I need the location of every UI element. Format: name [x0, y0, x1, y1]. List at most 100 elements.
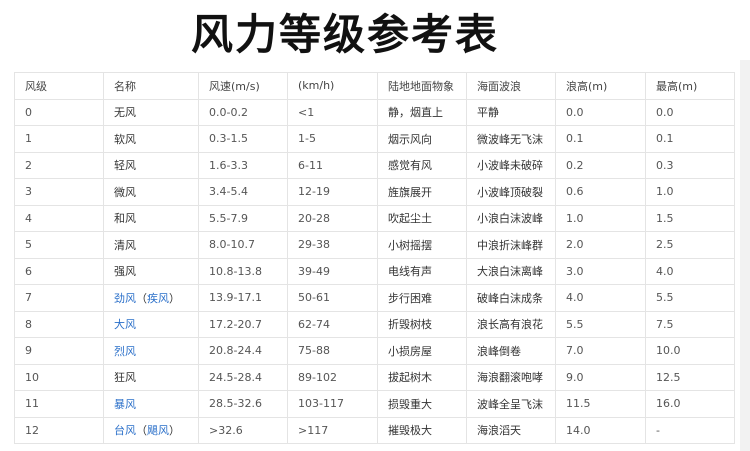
cell-speed-kmh: 103-117: [287, 390, 378, 418]
cell-name: 软风: [103, 125, 199, 153]
cell-level: 3: [14, 178, 104, 206]
cell-level: 0: [14, 98, 104, 126]
cell-speed-kmh: 62-74: [287, 310, 378, 338]
cell-max-height: 16.0: [645, 390, 735, 418]
table-row: 2 轻风 1.6-3.3 6-11 感觉有风 小波峰未破碎 0.2 0.3: [14, 151, 735, 179]
cell-wave-height: 0.1: [555, 125, 646, 153]
cell-name: 台风（飓风）: [103, 416, 199, 444]
cell-speed-kmh: 6-11: [287, 151, 378, 179]
cell-wave-height: 0.6: [555, 178, 646, 206]
table-row: 10 狂风 24.5-28.4 89-102 拔起树木 海浪翻滚咆哮 9.0 12.5: [14, 363, 735, 391]
cell-land: 旌旗展开: [377, 178, 467, 206]
cell-speed-kmh: >117: [287, 416, 378, 444]
cell-land: 步行困难: [377, 284, 467, 312]
cell-name: 清风: [103, 231, 199, 259]
cell-max-height: 0.0: [645, 98, 735, 126]
cell-level: 2: [14, 151, 104, 179]
cell-speed-ms: 10.8-13.8: [198, 257, 288, 285]
cell-name: 暴风: [103, 390, 199, 418]
cell-sea: 中浪折沫峰群: [466, 231, 556, 259]
cell-speed-ms: 13.9-17.1: [198, 284, 288, 312]
wind-name-text: 软风: [114, 132, 136, 146]
cell-speed-kmh: 39-49: [287, 257, 378, 285]
cell-name: 和风: [103, 204, 199, 232]
wind-name-link[interactable]: 烈风: [114, 344, 136, 358]
header-speed-kmh: (km/h): [287, 72, 378, 100]
cell-speed-kmh: 1-5: [287, 125, 378, 153]
table-row: 0 无风 0.0-0.2 <1 静，烟直上 平静 0.0 0.0: [14, 98, 735, 126]
wind-name-link[interactable]: 劲风: [114, 291, 136, 305]
cell-wave-height: 14.0: [555, 416, 646, 444]
wind-name-text: ）: [169, 291, 180, 305]
wind-name-link[interactable]: 疾风: [147, 291, 169, 305]
cell-speed-kmh: 50-61: [287, 284, 378, 312]
header-name: 名称: [103, 72, 199, 100]
cell-sea: 小浪白沫波峰: [466, 204, 556, 232]
wind-name-link[interactable]: 飓风: [147, 424, 169, 438]
cell-speed-ms: 8.0-10.7: [198, 231, 288, 259]
cell-wave-height: 7.0: [555, 337, 646, 365]
cell-sea: 平静: [466, 98, 556, 126]
cell-land: 小损房屋: [377, 337, 467, 365]
cell-speed-ms: 0.0-0.2: [198, 98, 288, 126]
table-row: 5 清风 8.0-10.7 29-38 小树摇摆 中浪折沫峰群 2.0 2.5: [14, 231, 735, 259]
cell-level: 12: [14, 416, 104, 444]
cell-level: 6: [14, 257, 104, 285]
cell-level: 5: [14, 231, 104, 259]
cell-land: 感觉有风: [377, 151, 467, 179]
cell-land: 折毁树枝: [377, 310, 467, 338]
wind-name-text: 和风: [114, 212, 136, 226]
cell-sea: 微波峰无飞沫: [466, 125, 556, 153]
cell-max-height: 2.5: [645, 231, 735, 259]
cell-speed-ms: 20.8-24.4: [198, 337, 288, 365]
cell-level: 10: [14, 363, 104, 391]
wind-name-link[interactable]: 大风: [114, 318, 136, 332]
cell-name: 轻风: [103, 151, 199, 179]
cell-wave-height: 0.2: [555, 151, 646, 179]
cell-max-height: -: [645, 416, 735, 444]
cell-wave-height: 3.0: [555, 257, 646, 285]
cell-level: 7: [14, 284, 104, 312]
wind-name-text: （: [136, 424, 147, 438]
wind-name-text: 微风: [114, 185, 136, 199]
cell-speed-kmh: 29-38: [287, 231, 378, 259]
cell-land: 吹起尘土: [377, 204, 467, 232]
cell-level: 1: [14, 125, 104, 153]
page-title: 风力等级参考表: [190, 10, 499, 59]
wind-name-link[interactable]: 台风: [114, 424, 136, 438]
cell-max-height: 1.0: [645, 178, 735, 206]
cell-speed-ms: 28.5-32.6: [198, 390, 288, 418]
cell-sea: 小波峰顶破裂: [466, 178, 556, 206]
cell-level: 9: [14, 337, 104, 365]
cell-max-height: 10.0: [645, 337, 735, 365]
table-row: 12 台风（飓风） >32.6 >117 摧毁极大 海浪滔天 14.0-: [14, 416, 735, 444]
header-max-height: 最高(m): [645, 72, 735, 100]
table-header-row: 风级 名称 风速(m/s) (km/h) 陆地地面物象 海面波浪 浪高(m) 最…: [14, 72, 735, 100]
wind-name-text: 狂风: [114, 371, 136, 385]
cell-level: 4: [14, 204, 104, 232]
header-land: 陆地地面物象: [377, 72, 467, 100]
cell-land: 电线有声: [377, 257, 467, 285]
cell-wave-height: 11.5: [555, 390, 646, 418]
cell-max-height: 0.1: [645, 125, 735, 153]
wind-scale-table: 风级 名称 风速(m/s) (km/h) 陆地地面物象 海面波浪 浪高(m) 最…: [14, 72, 735, 444]
wind-name-link[interactable]: 暴风: [114, 397, 136, 411]
cell-sea: 破峰白沫成条: [466, 284, 556, 312]
cell-speed-kmh: 75-88: [287, 337, 378, 365]
cell-speed-ms: >32.6: [198, 416, 288, 444]
cell-name: 大风: [103, 310, 199, 338]
wind-name-text: 轻风: [114, 159, 136, 173]
wind-name-text: 清风: [114, 238, 136, 252]
cell-max-height: 1.5: [645, 204, 735, 232]
cell-wave-height: 0.0: [555, 98, 646, 126]
cell-land: 烟示风向: [377, 125, 467, 153]
cell-max-height: 12.5: [645, 363, 735, 391]
cell-speed-ms: 5.5-7.9: [198, 204, 288, 232]
header-speed-ms: 风速(m/s): [198, 72, 288, 100]
cell-speed-kmh: 89-102: [287, 363, 378, 391]
cell-wave-height: 4.0: [555, 284, 646, 312]
cell-sea: 浪长高有浪花: [466, 310, 556, 338]
cell-sea: 波峰全呈飞沫: [466, 390, 556, 418]
table-row: 6 强风 10.8-13.8 39-49 电线有声 大浪白沫离峰 3.0 4.0: [14, 257, 735, 285]
cell-name: 狂风: [103, 363, 199, 391]
